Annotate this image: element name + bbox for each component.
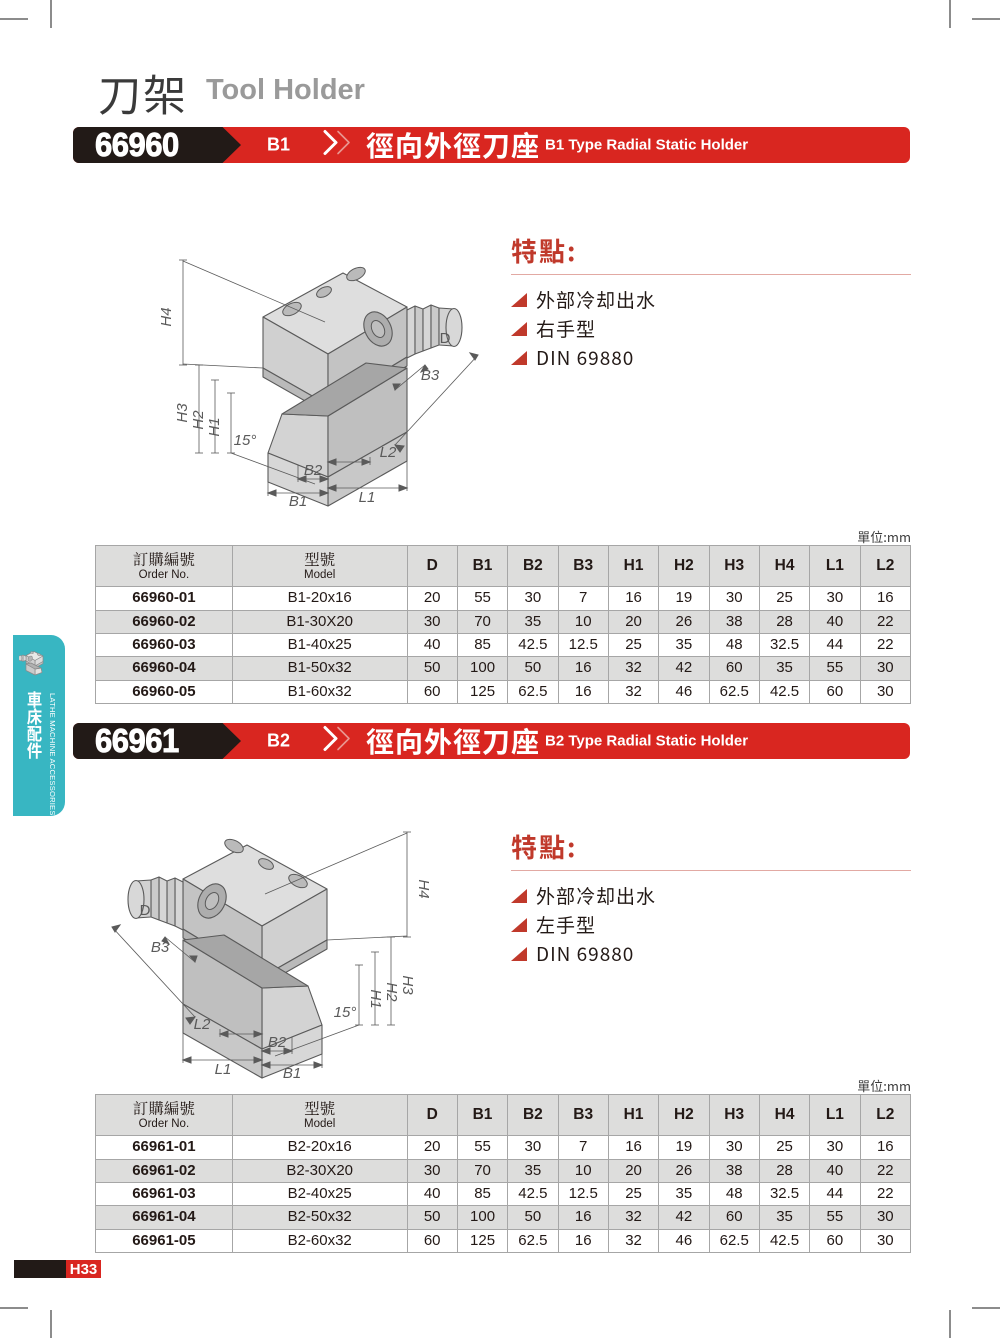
- svg-text:H1: H1: [367, 989, 384, 1008]
- svg-text:L1: L1: [215, 1061, 232, 1078]
- svg-text:H2: H2: [190, 410, 207, 430]
- svg-text:L1: L1: [359, 489, 376, 506]
- svg-text:L2: L2: [194, 1016, 211, 1033]
- svg-text:H4: H4: [158, 307, 175, 326]
- svg-text:D: D: [140, 902, 151, 919]
- svg-text:H4: H4: [415, 879, 432, 898]
- svg-text:B1: B1: [289, 493, 307, 510]
- svg-text:B3: B3: [421, 367, 440, 384]
- svg-text:15°: 15°: [334, 1004, 357, 1021]
- svg-text:B2: B2: [304, 462, 323, 479]
- svg-text:B3: B3: [151, 939, 170, 956]
- svg-text:B1: B1: [283, 1065, 301, 1082]
- svg-text:H3: H3: [399, 975, 416, 995]
- svg-text:L2: L2: [380, 444, 397, 461]
- svg-text:H3: H3: [174, 403, 191, 423]
- svg-text:B2: B2: [268, 1034, 287, 1051]
- svg-text:D: D: [440, 330, 451, 347]
- svg-text:15°: 15°: [234, 432, 257, 449]
- svg-text:H1: H1: [206, 417, 223, 436]
- svg-text:H2: H2: [383, 982, 400, 1002]
